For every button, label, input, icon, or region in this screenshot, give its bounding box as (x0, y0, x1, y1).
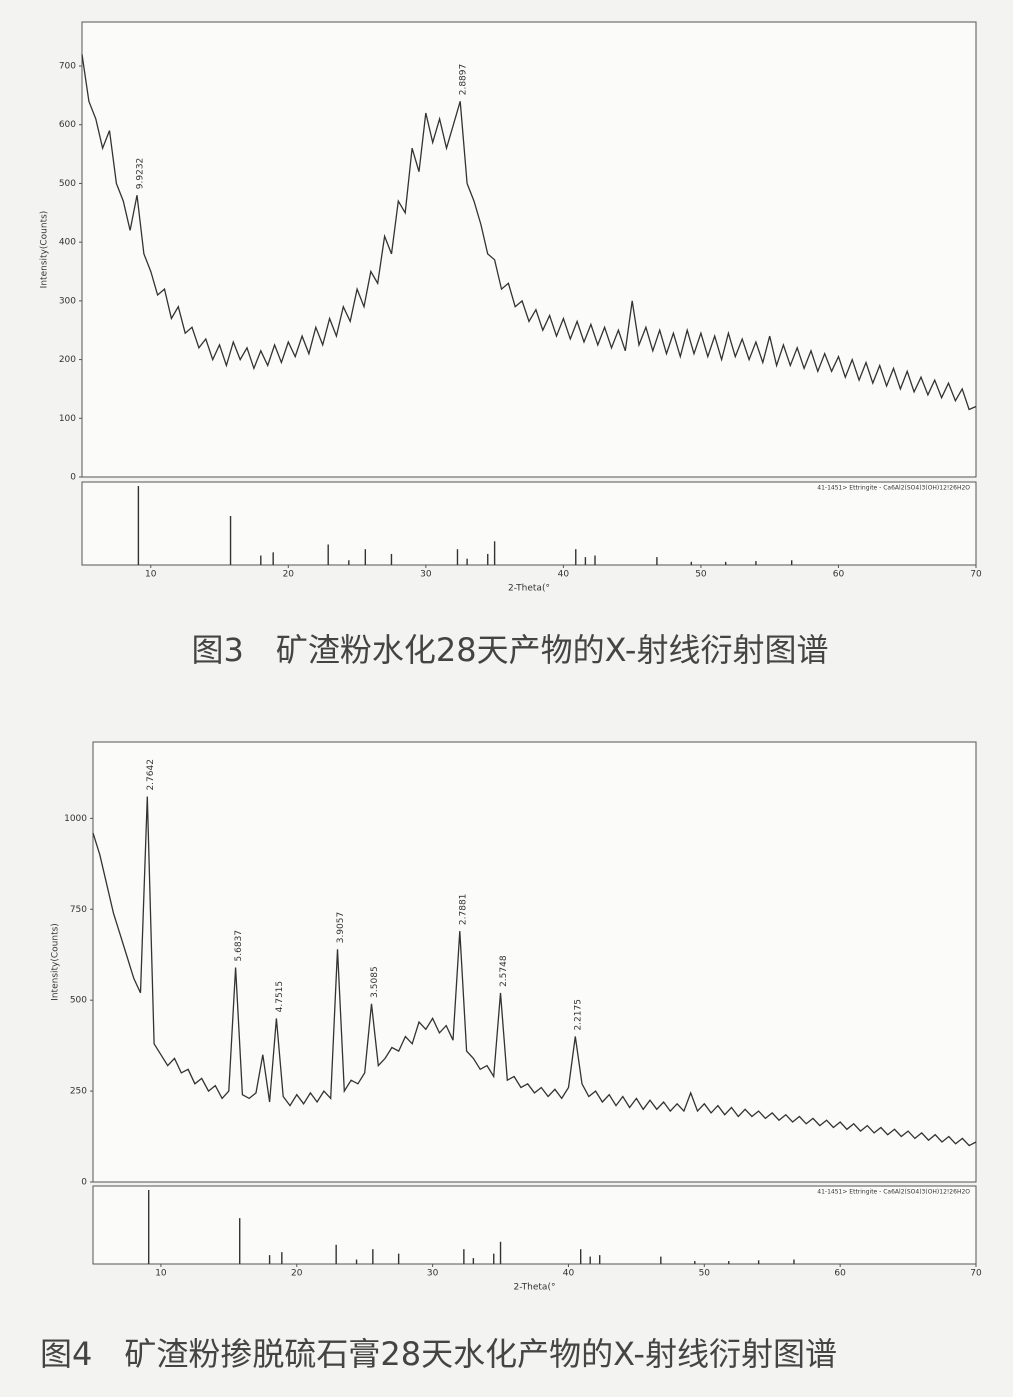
y-tick-label: 100 (59, 414, 76, 424)
x-tick-label: 10 (155, 1269, 167, 1279)
y-tick-label: 250 (70, 1087, 87, 1097)
figure-caption: 图4 矿渣粉掺脱硫石膏28天水化产物的X-射线衍射图谱 (40, 1335, 837, 1373)
x-tick-label: 50 (695, 570, 707, 580)
y-tick-label: 0 (81, 1178, 87, 1188)
y-tick-label: 500 (70, 996, 87, 1006)
reference-name: 41-1451> Ettringite - Ca6Al2(SO4)3(OH)12… (817, 485, 970, 492)
y-tick-label: 700 (59, 62, 76, 72)
peak-label: 4.7515 (275, 981, 285, 1013)
x-tick-label: 20 (283, 570, 295, 580)
peak-label: 9.9232 (136, 158, 146, 190)
x-axis-label: 2-Theta(° (508, 584, 550, 594)
reference-frame (81, 481, 977, 566)
peak-label: 2.8897 (459, 64, 469, 96)
plot-frame (81, 21, 977, 478)
peak-label: 2.7881 (458, 894, 468, 926)
reference-frame (92, 1185, 977, 1265)
x-tick-label: 40 (563, 1269, 575, 1279)
y-tick-label: 300 (59, 296, 76, 306)
y-axis-label: Intensity(Counts) (51, 923, 61, 1001)
x-tick-label: 30 (427, 1269, 439, 1279)
x-tick-label: 60 (833, 570, 845, 580)
y-tick-label: 500 (59, 179, 76, 189)
plot-frame (92, 741, 977, 1183)
x-tick-label: 40 (558, 570, 570, 580)
peak-label: 2.2175 (574, 999, 584, 1031)
x-tick-label: 50 (699, 1269, 711, 1279)
x-tick-label: 30 (420, 570, 432, 580)
y-tick-label: 0 (70, 473, 76, 483)
y-tick-label: 1000 (64, 814, 87, 824)
y-tick-label: 200 (59, 355, 76, 365)
figure-caption: 图3 矿渣粉水化28天产物的X-射线衍射图谱 (192, 631, 829, 669)
x-tick-label: 70 (970, 570, 982, 580)
y-tick-label: 750 (70, 905, 87, 915)
diffraction-line (81, 54, 977, 411)
x-tick-label: 20 (291, 1269, 303, 1279)
peak-label: 2.5748 (499, 955, 509, 987)
peak-label: 3.9057 (336, 912, 346, 944)
peak-label: 2.7642 (146, 759, 156, 791)
reference-name: 41-1451> Ettringite - Ca6Al2(SO4)3(OH)12… (817, 1189, 970, 1196)
x-axis-label: 2-Theta(° (514, 1283, 556, 1293)
y-axis-label: Intensity(Counts) (40, 211, 50, 289)
diffraction-line (92, 796, 977, 1147)
x-tick-label: 70 (970, 1269, 982, 1279)
peak-label: 5.6837 (234, 930, 244, 962)
peak-label: 3.5085 (370, 966, 380, 998)
y-tick-label: 400 (59, 238, 76, 248)
x-tick-label: 10 (145, 570, 157, 580)
y-tick-label: 600 (59, 120, 76, 130)
x-tick-label: 60 (834, 1269, 846, 1279)
